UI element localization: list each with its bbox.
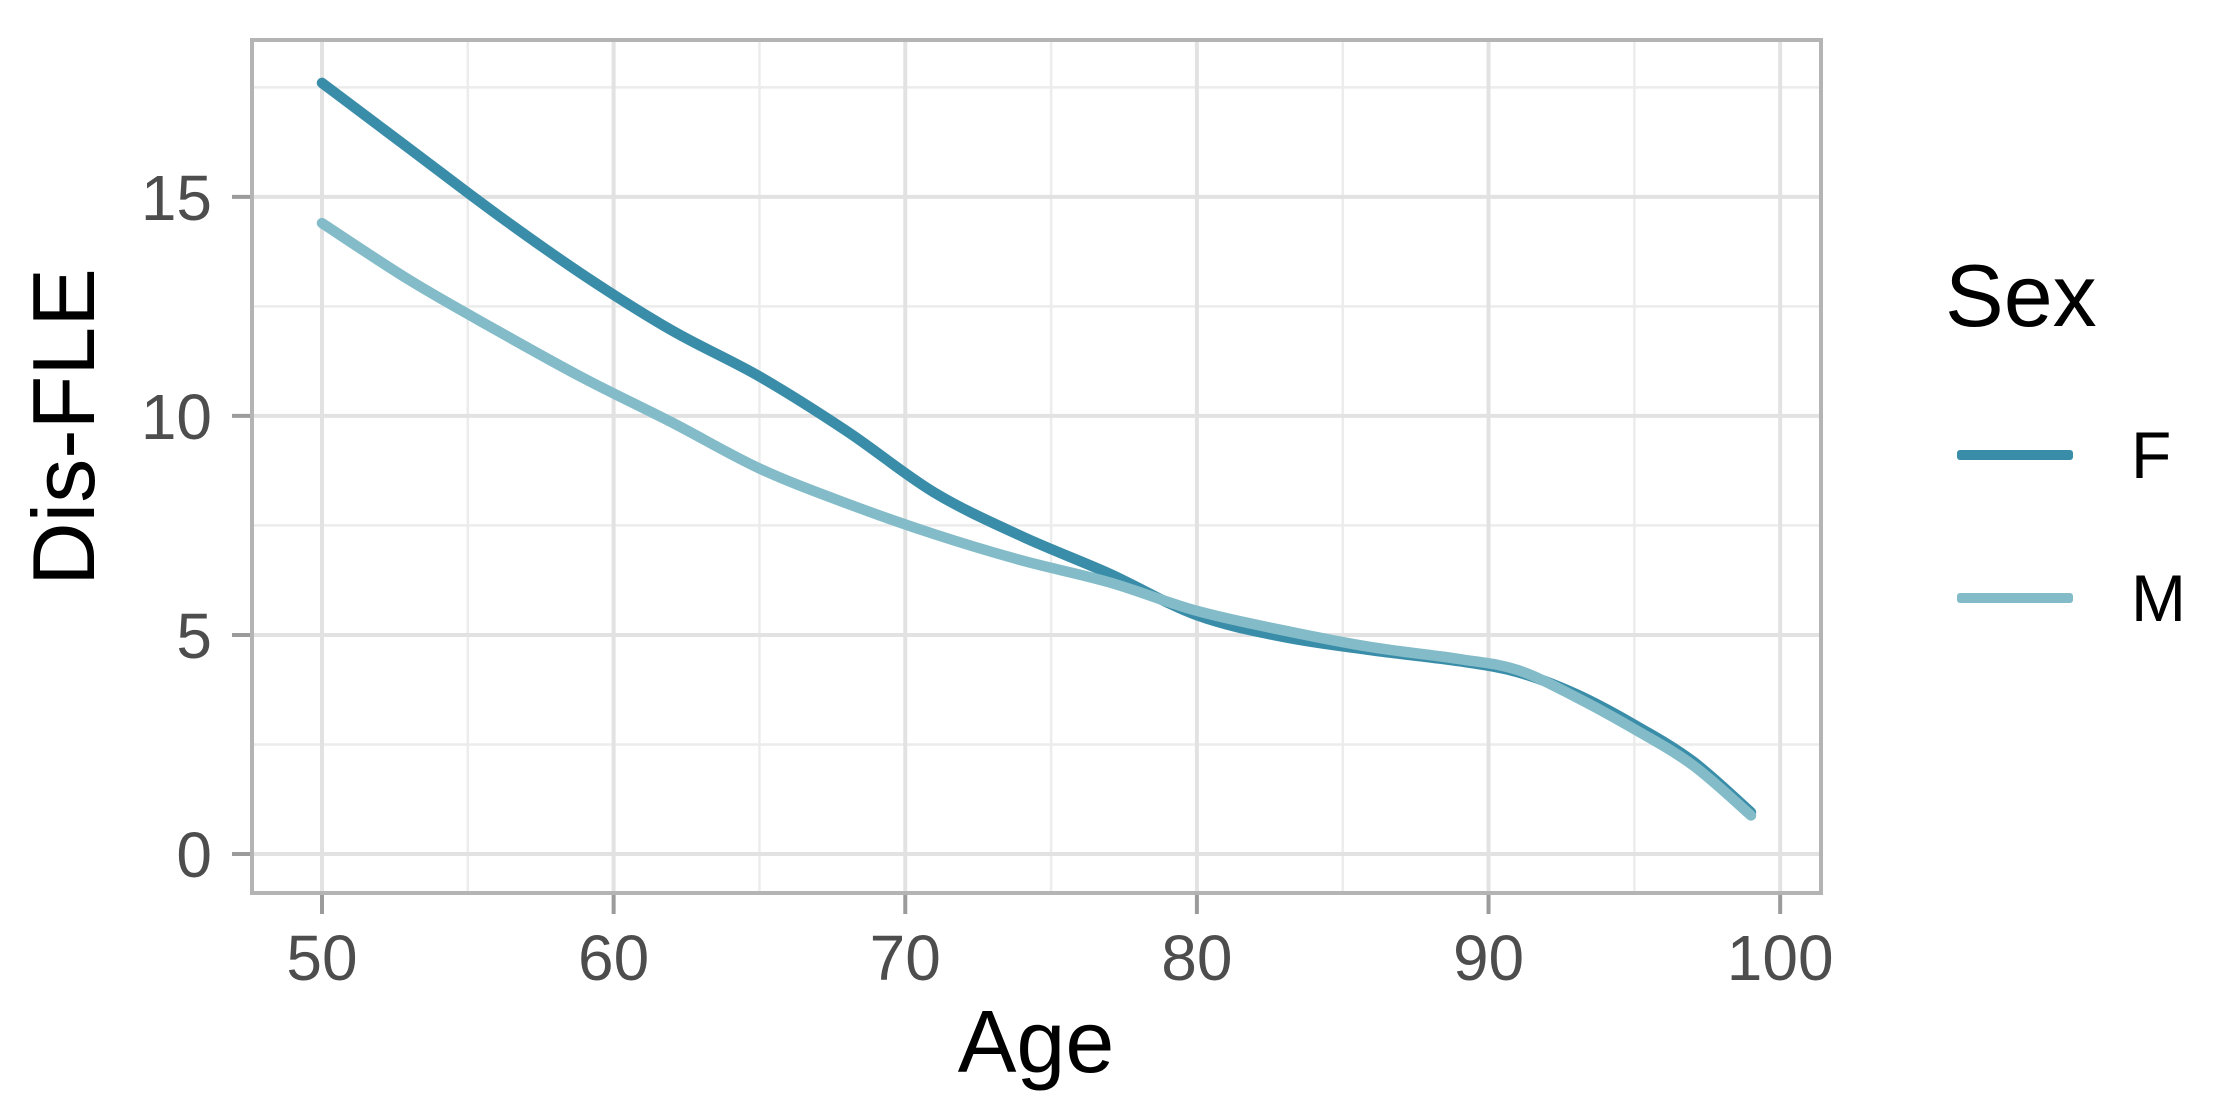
- x-tick-label: 50: [286, 922, 357, 994]
- legend-label-f: F: [2131, 418, 2172, 492]
- panel-border: [250, 38, 1823, 895]
- y-tick-label: 5: [176, 600, 212, 672]
- x-tick-label: 60: [578, 922, 649, 994]
- legend-label-m: M: [2131, 561, 2186, 635]
- legend-item-f: F: [1957, 422, 2171, 488]
- x-tick-label: 80: [1161, 922, 1232, 994]
- y-axis-title: Dis-FLE: [14, 268, 113, 586]
- y-tick-label: 10: [141, 381, 212, 453]
- x-tick-label: 90: [1453, 922, 1524, 994]
- panel-background: [252, 40, 1821, 893]
- x-axis-title: Age: [957, 992, 1115, 1091]
- legend-item-m: M: [1957, 565, 2186, 631]
- legend-key-line-f: [1957, 450, 2073, 460]
- x-tick-label: 100: [1727, 922, 1834, 994]
- x-tick-label: 70: [870, 922, 941, 994]
- legend-title: Sex: [1945, 246, 2097, 345]
- y-tick-label: 15: [141, 162, 212, 234]
- y-tick-label: 0: [176, 819, 212, 891]
- legend-key-line-m: [1957, 593, 2073, 603]
- line-series-m: [316, 217, 1757, 821]
